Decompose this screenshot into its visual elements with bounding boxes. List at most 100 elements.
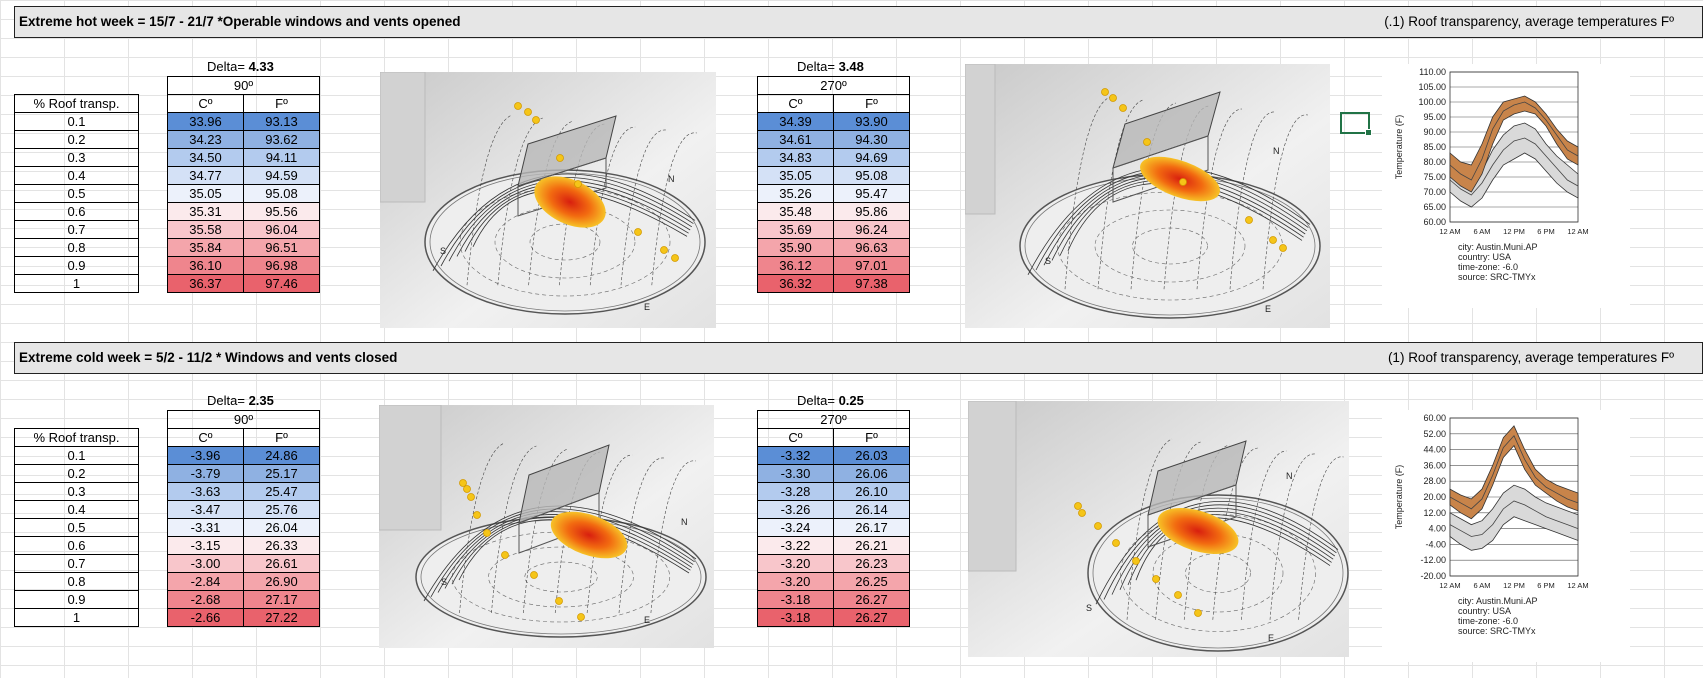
celsius-cell[interactable]: 36.12 <box>757 256 834 275</box>
fahrenheit-cell[interactable]: 26.23 <box>833 554 910 573</box>
fahrenheit-cell[interactable]: 93.13 <box>243 112 320 131</box>
fahrenheit-cell[interactable]: 94.30 <box>833 130 910 149</box>
celsius-cell[interactable]: -3.20 <box>757 554 834 573</box>
fahrenheit-cell[interactable]: 94.59 <box>243 166 320 185</box>
celsius-cell[interactable]: 35.05 <box>757 166 834 185</box>
roof-transp-value[interactable]: 0.1 <box>14 112 139 131</box>
celsius-cell[interactable]: 35.69 <box>757 220 834 239</box>
orientation-header[interactable]: 270º <box>757 76 910 95</box>
fahrenheit-cell[interactable]: 26.90 <box>243 572 320 591</box>
celsius-cell[interactable]: -3.26 <box>757 500 834 519</box>
celsius-cell[interactable]: -3.96 <box>167 446 244 465</box>
celsius-cell[interactable]: 36.37 <box>167 274 244 293</box>
fahrenheit-header[interactable]: Fº <box>243 428 320 447</box>
celsius-cell[interactable]: 36.10 <box>167 256 244 275</box>
orientation-header[interactable]: 270º <box>757 410 910 429</box>
celsius-cell[interactable]: 36.32 <box>757 274 834 293</box>
roof-transp-value[interactable]: 0.1 <box>14 446 139 465</box>
celsius-cell[interactable]: -3.18 <box>757 590 834 609</box>
roof-transp-header[interactable]: % Roof transp. <box>14 428 139 447</box>
celsius-cell[interactable]: -2.84 <box>167 572 244 591</box>
celsius-cell[interactable]: -3.20 <box>757 572 834 591</box>
fahrenheit-cell[interactable]: 96.63 <box>833 238 910 257</box>
roof-transp-value[interactable]: 1 <box>14 608 139 627</box>
orientation-header[interactable]: 90º <box>167 410 320 429</box>
fahrenheit-cell[interactable]: 26.25 <box>833 572 910 591</box>
roof-transp-value[interactable]: 0.5 <box>14 518 139 537</box>
celsius-cell[interactable]: 35.48 <box>757 202 834 221</box>
fahrenheit-cell[interactable]: 96.24 <box>833 220 910 239</box>
celsius-cell[interactable]: -3.15 <box>167 536 244 555</box>
fahrenheit-cell[interactable]: 94.69 <box>833 148 910 167</box>
celsius-cell[interactable]: -3.22 <box>757 536 834 555</box>
orientation-header[interactable]: 90º <box>167 76 320 95</box>
fahrenheit-cell[interactable]: 26.10 <box>833 482 910 501</box>
roof-transp-value[interactable]: 0.7 <box>14 554 139 573</box>
roof-transp-value[interactable]: 0.5 <box>14 184 139 203</box>
celsius-cell[interactable]: -3.32 <box>757 446 834 465</box>
fahrenheit-cell[interactable]: 95.47 <box>833 184 910 203</box>
fahrenheit-header[interactable]: Fº <box>833 94 910 113</box>
fahrenheit-cell[interactable]: 96.04 <box>243 220 320 239</box>
celsius-cell[interactable]: -3.47 <box>167 500 244 519</box>
celsius-header[interactable]: Cº <box>167 94 244 113</box>
fahrenheit-cell[interactable]: 26.61 <box>243 554 320 573</box>
celsius-cell[interactable]: -3.00 <box>167 554 244 573</box>
celsius-cell[interactable]: 33.96 <box>167 112 244 131</box>
fahrenheit-cell[interactable]: 26.03 <box>833 446 910 465</box>
celsius-cell[interactable]: -3.31 <box>167 518 244 537</box>
celsius-cell[interactable]: -3.24 <box>757 518 834 537</box>
celsius-cell[interactable]: 34.83 <box>757 148 834 167</box>
fahrenheit-cell[interactable]: 26.33 <box>243 536 320 555</box>
roof-transp-value[interactable]: 0.3 <box>14 482 139 501</box>
celsius-cell[interactable]: 35.58 <box>167 220 244 239</box>
fahrenheit-cell[interactable]: 95.86 <box>833 202 910 221</box>
fahrenheit-cell[interactable]: 26.14 <box>833 500 910 519</box>
celsius-cell[interactable]: -3.79 <box>167 464 244 483</box>
roof-transp-header[interactable]: % Roof transp. <box>14 94 139 113</box>
celsius-cell[interactable]: 34.77 <box>167 166 244 185</box>
fahrenheit-cell[interactable]: 24.86 <box>243 446 320 465</box>
fahrenheit-cell[interactable]: 26.04 <box>243 518 320 537</box>
celsius-header[interactable]: Cº <box>757 94 834 113</box>
celsius-cell[interactable]: 35.84 <box>167 238 244 257</box>
fahrenheit-cell[interactable]: 93.90 <box>833 112 910 131</box>
fahrenheit-cell[interactable]: 26.27 <box>833 608 910 627</box>
celsius-cell[interactable]: 34.61 <box>757 130 834 149</box>
celsius-cell[interactable]: 35.31 <box>167 202 244 221</box>
fahrenheit-cell[interactable]: 26.27 <box>833 590 910 609</box>
fahrenheit-cell[interactable]: 27.22 <box>243 608 320 627</box>
roof-transp-value[interactable]: 0.8 <box>14 572 139 591</box>
roof-transp-value[interactable]: 0.4 <box>14 166 139 185</box>
roof-transp-value[interactable]: 0.8 <box>14 238 139 257</box>
fahrenheit-header[interactable]: Fº <box>833 428 910 447</box>
fahrenheit-cell[interactable]: 26.17 <box>833 518 910 537</box>
fahrenheit-header[interactable]: Fº <box>243 94 320 113</box>
celsius-cell[interactable]: 35.90 <box>757 238 834 257</box>
celsius-cell[interactable]: -2.68 <box>167 590 244 609</box>
celsius-cell[interactable]: -2.66 <box>167 608 244 627</box>
fahrenheit-cell[interactable]: 95.08 <box>243 184 320 203</box>
celsius-cell[interactable]: 34.23 <box>167 130 244 149</box>
fahrenheit-cell[interactable]: 25.76 <box>243 500 320 519</box>
roof-transp-value[interactable]: 0.7 <box>14 220 139 239</box>
fahrenheit-cell[interactable]: 94.11 <box>243 148 320 167</box>
fahrenheit-cell[interactable]: 26.06 <box>833 464 910 483</box>
fahrenheit-cell[interactable]: 26.21 <box>833 536 910 555</box>
celsius-cell[interactable]: 35.26 <box>757 184 834 203</box>
roof-transp-value[interactable]: 0.2 <box>14 130 139 149</box>
celsius-cell[interactable]: -3.28 <box>757 482 834 501</box>
fahrenheit-cell[interactable]: 93.62 <box>243 130 320 149</box>
roof-transp-value[interactable]: 0.9 <box>14 256 139 275</box>
celsius-cell[interactable]: 34.39 <box>757 112 834 131</box>
roof-transp-value[interactable]: 0.6 <box>14 202 139 221</box>
fahrenheit-cell[interactable]: 96.98 <box>243 256 320 275</box>
roof-transp-value[interactable]: 0.9 <box>14 590 139 609</box>
roof-transp-value[interactable]: 1 <box>14 274 139 293</box>
celsius-cell[interactable]: 34.50 <box>167 148 244 167</box>
roof-transp-value[interactable]: 0.3 <box>14 148 139 167</box>
celsius-cell[interactable]: 35.05 <box>167 184 244 203</box>
celsius-header[interactable]: Cº <box>167 428 244 447</box>
fahrenheit-cell[interactable]: 95.08 <box>833 166 910 185</box>
celsius-cell[interactable]: -3.18 <box>757 608 834 627</box>
